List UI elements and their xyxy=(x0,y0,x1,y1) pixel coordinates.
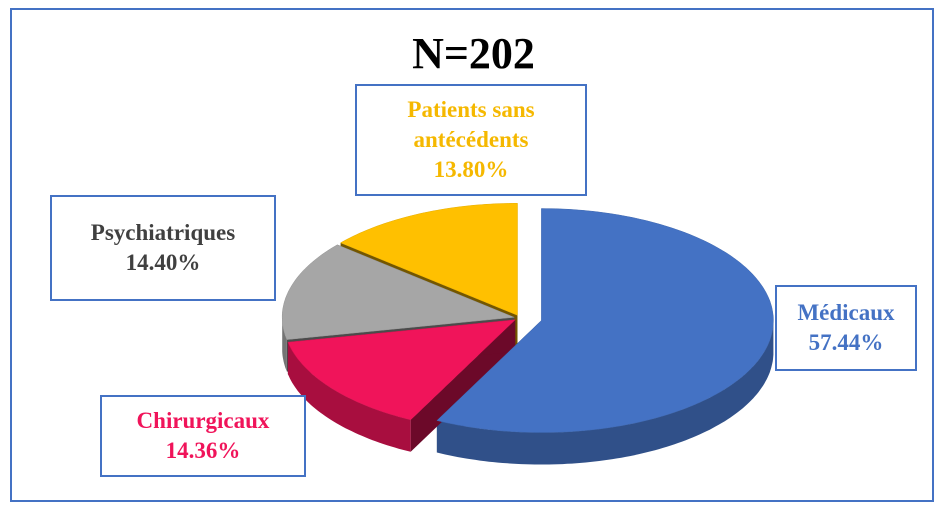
slice-depth xyxy=(436,320,774,465)
chart-title: N=202 xyxy=(412,29,535,78)
data-label-value: 14.36% xyxy=(165,438,241,463)
chart-frame xyxy=(10,8,934,502)
data-label-name: Médicaux xyxy=(797,300,895,325)
slice-tops xyxy=(281,203,774,433)
pie-slice xyxy=(436,208,774,433)
data-label: Patients sans antécédents 13.80% xyxy=(355,84,587,196)
data-label: Psychiatriques 14.40% xyxy=(50,195,276,301)
data-label-name: Psychiatriques xyxy=(90,220,236,245)
slice-depth xyxy=(282,317,287,372)
data-label: Chirurgicaux 14.36% xyxy=(100,395,306,477)
data-label-value: 14.40% xyxy=(125,250,201,275)
data-label-name: Chirurgicaux xyxy=(136,408,270,433)
slice-depth xyxy=(287,342,411,452)
pie-slice xyxy=(287,319,516,421)
data-label-name: Patients sans antécédents xyxy=(407,97,535,152)
data-label-value: 57.44% xyxy=(808,330,884,355)
pie-slice xyxy=(281,244,515,340)
data-label-value: 13.80% xyxy=(433,157,509,182)
data-label: Médicaux 57.44% xyxy=(775,285,917,371)
pie-slice xyxy=(340,203,518,316)
